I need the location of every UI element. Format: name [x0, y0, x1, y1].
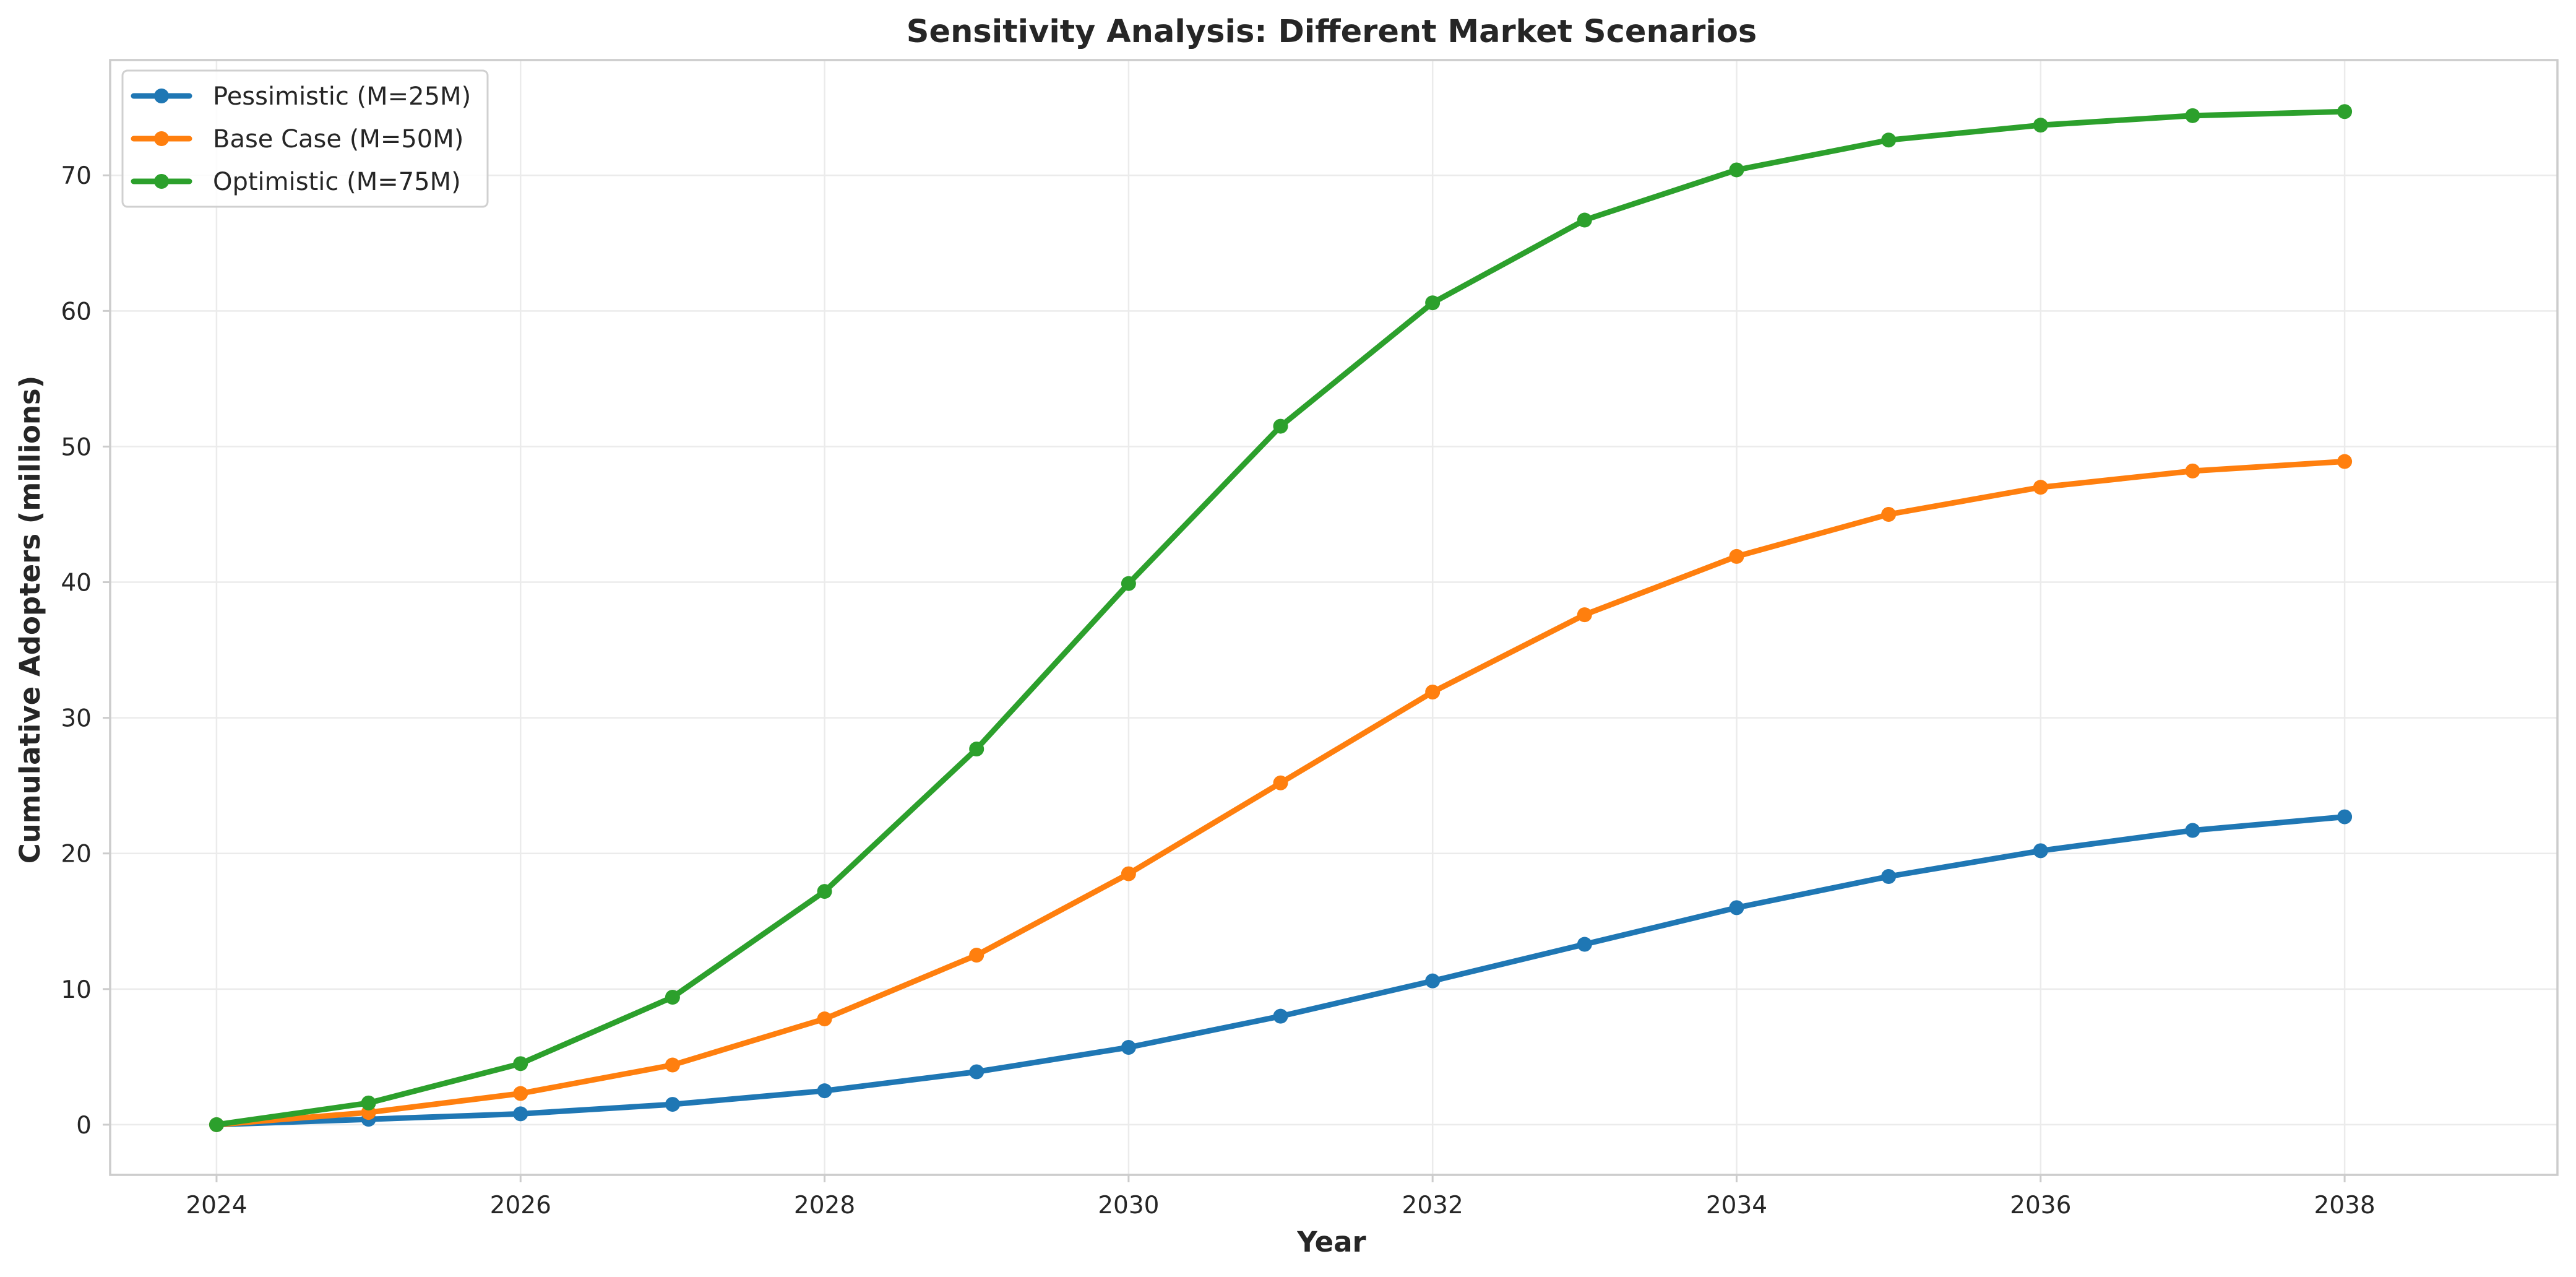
data-point: [1577, 607, 1592, 623]
data-point: [1273, 1008, 1288, 1024]
legend-label: Pessimistic (M=25M): [213, 82, 471, 111]
data-point: [2337, 454, 2353, 469]
series-line: [213, 814, 2348, 1128]
legend-label: Base Case (M=50M): [213, 125, 463, 154]
data-point: [361, 1095, 376, 1110]
data-point: [1881, 506, 1897, 522]
grid-lines: [110, 60, 2557, 1175]
data-point: [817, 1011, 832, 1027]
x-tick-label: 2026: [490, 1192, 551, 1219]
legend-item: Pessimistic (M=25M): [131, 82, 471, 111]
x-tick-label: 2024: [186, 1192, 247, 1219]
x-tick-label: 2036: [2010, 1192, 2071, 1219]
legend: Pessimistic (M=25M) Base Case (M=50M) Opti…: [121, 69, 489, 208]
y-axis-label: Cumulative Adopters (millions): [14, 376, 46, 864]
data-point: [1729, 162, 1744, 178]
data-point: [1425, 295, 1441, 311]
x-tick-label: 2030: [1098, 1192, 1159, 1219]
y-tick-label: 0: [76, 1112, 92, 1140]
x-tick-label: 2032: [1402, 1192, 1463, 1219]
data-point: [1425, 685, 1441, 700]
data-point: [2185, 823, 2200, 838]
legend-item: Base Case (M=50M): [131, 125, 463, 154]
data-point: [2033, 843, 2048, 859]
data-point: [665, 1057, 680, 1073]
data-point: [1577, 937, 1592, 952]
data-point: [1729, 548, 1744, 564]
data-point: [2033, 480, 2048, 495]
legend-swatch-marker: [154, 89, 169, 103]
data-point: [2185, 108, 2200, 123]
data-point: [2033, 118, 2048, 133]
y-tick-label: 70: [61, 162, 92, 190]
series-line: [213, 459, 2348, 1128]
series-3: [209, 104, 2353, 1132]
data-point: [1121, 1040, 1136, 1055]
data-point: [1577, 212, 1592, 228]
x-tick-label: 2028: [794, 1192, 855, 1219]
y-tick-label: 40: [61, 569, 92, 597]
data-point: [969, 742, 984, 757]
legend-swatch-marker: [154, 131, 169, 146]
data-point: [1273, 775, 1288, 790]
data-point: [1273, 418, 1288, 434]
data-point: [1881, 868, 1897, 884]
data-point: [513, 1086, 528, 1101]
axis-ticks: 2024 2026 2028 2030 2032 2034 2036 203801020304…: [61, 162, 2375, 1219]
series-lines: [209, 104, 2353, 1132]
data-point: [1121, 866, 1136, 881]
legend-swatch-marker: [154, 174, 169, 189]
data-point: [513, 1106, 528, 1122]
data-point: [1425, 973, 1441, 989]
data-point: [665, 1097, 680, 1112]
x-tick-label: 2034: [1706, 1192, 1767, 1219]
y-tick-label: 60: [61, 298, 92, 326]
data-point: [665, 989, 680, 1005]
y-tick-label: 10: [61, 976, 92, 1004]
series-1: [209, 809, 2353, 1132]
data-point: [1121, 576, 1136, 591]
legend-box: [121, 69, 489, 208]
plot-frame: [109, 59, 2559, 1176]
data-point: [969, 948, 984, 963]
data-point: [209, 1117, 224, 1132]
y-tick-label: 20: [61, 841, 92, 868]
legend-label: Optimistic (M=75M): [213, 168, 461, 196]
data-point: [817, 884, 832, 899]
data-point: [2337, 809, 2353, 825]
y-tick-label: 30: [61, 705, 92, 733]
data-point: [513, 1056, 528, 1071]
series-2: [209, 454, 2353, 1132]
legend-item: Optimistic (M=75M): [131, 168, 461, 196]
data-point: [1729, 900, 1744, 916]
x-tick-label: 2038: [2314, 1192, 2375, 1219]
data-point: [2185, 463, 2200, 478]
y-tick-label: 50: [61, 433, 92, 461]
chart-title: Sensitivity Analysis: Different Market S…: [907, 14, 1757, 50]
series-line: [213, 108, 2348, 1128]
data-point: [1881, 132, 1897, 148]
data-point: [969, 1064, 984, 1080]
data-point: [2337, 104, 2353, 119]
x-axis-label: Year: [1296, 1226, 1366, 1258]
data-point: [817, 1083, 832, 1099]
